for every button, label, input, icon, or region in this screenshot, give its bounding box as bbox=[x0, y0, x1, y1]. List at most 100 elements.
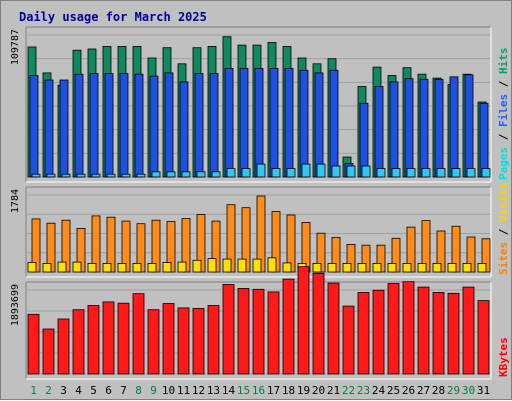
day-label-22: 22 bbox=[342, 384, 355, 397]
bar-sites-day-23 bbox=[357, 262, 367, 273]
day-label-3: 3 bbox=[60, 384, 67, 397]
bar-kbytes-day-16 bbox=[252, 288, 265, 375]
series-files bbox=[29, 68, 489, 178]
bar-files-day-15 bbox=[239, 68, 249, 178]
bar-kbytes-day-8 bbox=[132, 293, 145, 375]
bar-sites-day-3 bbox=[57, 261, 67, 273]
bar-pages-day-5 bbox=[91, 173, 101, 178]
bar-sites-day-14 bbox=[222, 258, 232, 273]
bar-pages-day-31 bbox=[481, 168, 491, 178]
bar-sites-day-8 bbox=[132, 262, 142, 273]
bar-pages-day-15 bbox=[241, 168, 251, 178]
bar-files-day-6 bbox=[104, 73, 114, 178]
day-label-18: 18 bbox=[282, 384, 295, 397]
bar-kbytes-day-30 bbox=[462, 286, 475, 375]
bar-pages-day-13 bbox=[211, 171, 221, 178]
bar-pages-day-26 bbox=[406, 168, 416, 178]
day-label-13: 13 bbox=[207, 384, 220, 397]
bar-kbytes-day-31 bbox=[477, 300, 490, 375]
bar-pages-day-2 bbox=[46, 173, 56, 178]
bar-files-day-25 bbox=[389, 81, 399, 178]
legend-part-0: KBytes bbox=[497, 337, 510, 377]
bar-kbytes-day-13 bbox=[207, 305, 220, 375]
bar-files-day-5 bbox=[89, 73, 99, 178]
bar-sites-day-26 bbox=[402, 262, 412, 273]
bar-kbytes-day-9 bbox=[147, 309, 160, 375]
day-label-31: 31 bbox=[477, 384, 490, 397]
day-label-14: 14 bbox=[222, 384, 236, 397]
series-kbytes bbox=[27, 266, 490, 375]
bar-files-day-17 bbox=[269, 68, 279, 178]
bar-sites-day-1 bbox=[27, 262, 37, 273]
day-label-25: 25 bbox=[387, 384, 400, 397]
series-pages bbox=[31, 163, 491, 178]
bar-kbytes-day-12 bbox=[192, 307, 205, 375]
bar-kbytes-day-3 bbox=[57, 318, 70, 375]
bar-files-day-2 bbox=[44, 79, 54, 178]
bar-sites-day-9 bbox=[147, 262, 157, 273]
bar-files-day-12 bbox=[194, 73, 204, 178]
bar-sites-day-12 bbox=[192, 259, 202, 273]
bar-sites-day-10 bbox=[162, 262, 172, 273]
day-labels: 1 2 3 4 5 6 7 8 9 10 11 12 13 14 15 16 17 18 19 20 21 22 23 24 2… bbox=[30, 384, 490, 397]
bar-files-day-4 bbox=[74, 73, 84, 178]
bar-pages-day-23 bbox=[361, 165, 371, 178]
bar-kbytes-day-27 bbox=[417, 286, 430, 375]
bar-sites-day-2 bbox=[42, 262, 52, 273]
bar-files-day-21 bbox=[329, 69, 339, 178]
legend-label: KBytes bbox=[497, 337, 510, 377]
y-max-label: 1784 bbox=[10, 189, 21, 213]
bar-pages-day-8 bbox=[136, 173, 146, 178]
bar-files-day-13 bbox=[209, 73, 219, 178]
day-label-12: 12 bbox=[192, 384, 205, 397]
legend-part-1: / bbox=[497, 127, 510, 147]
bar-pages-day-16 bbox=[256, 163, 266, 178]
bar-files-day-31 bbox=[479, 102, 489, 178]
chart-title: Daily usage for March 2025 bbox=[19, 10, 207, 24]
bar-sites-day-30 bbox=[462, 262, 472, 273]
y-max-label: 1893699 bbox=[10, 284, 21, 326]
bar-pages-day-4 bbox=[76, 173, 86, 178]
bar-pages-day-18 bbox=[286, 168, 296, 178]
bar-pages-day-3 bbox=[61, 173, 71, 178]
bar-pages-day-28 bbox=[436, 168, 446, 178]
bar-sites-day-16 bbox=[252, 258, 262, 273]
bar-pages-day-12 bbox=[196, 171, 206, 178]
legend-part-3: / bbox=[497, 74, 510, 94]
bar-kbytes-day-18 bbox=[282, 278, 295, 375]
bar-kbytes-day-25 bbox=[387, 283, 400, 375]
bar-pages-day-14 bbox=[226, 168, 236, 178]
bar-files-day-7 bbox=[119, 73, 129, 178]
bar-sites-day-18 bbox=[282, 262, 292, 273]
bar-files-day-10 bbox=[164, 72, 174, 178]
legend-part-2: Files bbox=[497, 94, 510, 127]
bar-pages-day-19 bbox=[301, 163, 311, 178]
bar-kbytes-day-19 bbox=[297, 266, 310, 375]
bar-pages-day-10 bbox=[166, 171, 176, 178]
bar-kbytes-day-22 bbox=[342, 305, 355, 375]
bar-pages-day-6 bbox=[106, 173, 116, 178]
bar-pages-day-7 bbox=[121, 173, 131, 178]
day-label-24: 24 bbox=[372, 384, 386, 397]
panel-kbytes: 1893699 KBytes bbox=[10, 266, 510, 380]
day-label-26: 26 bbox=[402, 384, 415, 397]
day-label-11: 11 bbox=[177, 384, 190, 397]
bar-pages-day-9 bbox=[151, 171, 161, 178]
bar-sites-day-15 bbox=[237, 258, 247, 273]
bar-kbytes-day-26 bbox=[402, 281, 415, 375]
bar-kbytes-day-21 bbox=[327, 282, 340, 375]
day-label-23: 23 bbox=[357, 384, 370, 397]
bar-files-day-16 bbox=[254, 68, 264, 178]
bar-files-day-26 bbox=[404, 78, 414, 178]
legend-part-2: Visits bbox=[497, 182, 510, 222]
day-label-10: 10 bbox=[162, 384, 175, 397]
legend-label: Pages / Files / Hits bbox=[497, 48, 510, 181]
bar-kbytes-day-2 bbox=[42, 328, 55, 375]
day-label-19: 19 bbox=[297, 384, 310, 397]
bar-sites-day-7 bbox=[117, 262, 127, 273]
bar-files-day-28 bbox=[434, 78, 444, 178]
y-max-label: 109787 bbox=[10, 29, 21, 65]
day-label-16: 16 bbox=[252, 384, 265, 397]
bar-kbytes-day-29 bbox=[447, 292, 460, 375]
